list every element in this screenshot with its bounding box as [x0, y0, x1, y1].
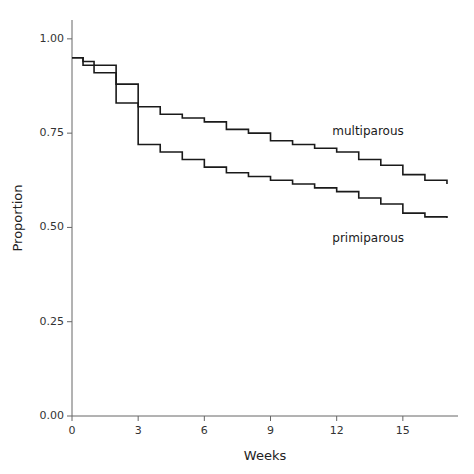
- step-line: [72, 58, 447, 218]
- y-axis-line: [72, 20, 73, 416]
- x-tick: [204, 416, 205, 421]
- x-tick: [138, 416, 139, 421]
- y-tick: [67, 133, 72, 134]
- x-tick: [72, 416, 73, 421]
- x-tick-label: 6: [201, 424, 208, 437]
- y-tick-label: 0.00: [40, 409, 65, 422]
- y-tick-label: 0.75: [40, 126, 65, 139]
- x-tick-label: 9: [267, 424, 274, 437]
- y-tick: [67, 416, 72, 417]
- y-tick-label: 0.50: [40, 220, 65, 233]
- y-tick-label: 0.25: [40, 315, 65, 328]
- plot-area: [72, 58, 447, 218]
- x-tick-label: 12: [330, 424, 344, 437]
- y-tick: [67, 38, 72, 39]
- annotation: primiparous: [332, 231, 404, 245]
- annotation: multiparous: [332, 124, 404, 138]
- x-tick-label: 0: [69, 424, 76, 437]
- x-tick: [270, 416, 271, 421]
- y-axis-label: Proportion: [10, 184, 25, 251]
- x-axis-label: Weeks: [244, 448, 287, 463]
- x-tick: [402, 416, 403, 421]
- y-tick: [67, 321, 72, 322]
- y-tick-label: 1.00: [40, 32, 65, 45]
- step-line: [72, 58, 447, 184]
- x-axis-line: [72, 416, 458, 417]
- x-tick-label: 15: [396, 424, 410, 437]
- y-tick: [67, 227, 72, 228]
- x-tick-label: 3: [135, 424, 142, 437]
- chart: 0.00 0.25 0.50 0.75 1.00 0 3 6 9 12 15 Weeks Proport…: [0, 0, 474, 474]
- x-tick: [336, 416, 337, 421]
